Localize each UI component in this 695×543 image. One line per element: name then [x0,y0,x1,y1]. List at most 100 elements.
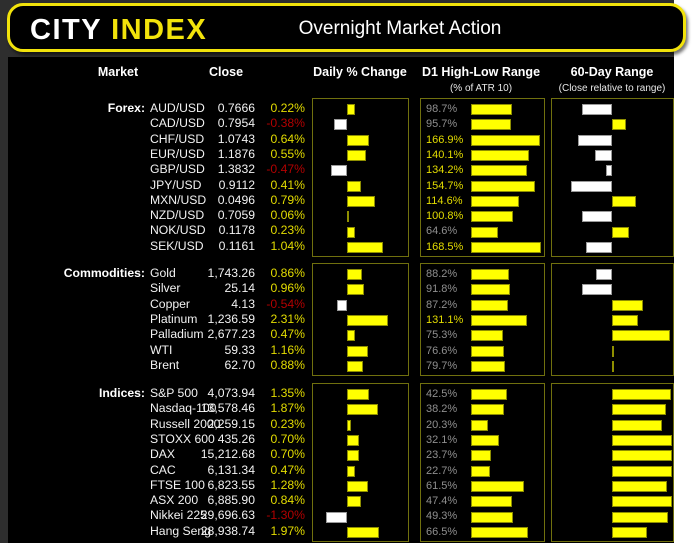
sixty-day-range-bar [612,465,672,477]
market-name: S&P 500 [150,386,198,400]
d1-range-bar [471,345,504,357]
market-name: CAD/USD [150,116,205,131]
close-value: 15,212.68 [200,447,255,462]
daily-change-bar [347,330,356,342]
daily-change-value: 1.16% [270,342,305,357]
market-name: Platinum [150,311,198,326]
d1-range-value: 91.8% [426,283,458,296]
column-header-60day-range: 60-Day Range [570,65,654,79]
sixty-day-range-bar [612,330,670,342]
sixty-day-range-bar [612,450,672,462]
sixty-day-range-bar [596,269,612,281]
daily-change-chart-box [312,263,409,377]
table-row: Nasdaq-100 13,578.46 1.87% [8,401,318,416]
daily-change-value: 1.04% [270,238,305,253]
daily-change-value: 0.96% [270,281,305,296]
d1-range-bar [471,450,492,462]
daily-change-bar [325,511,347,523]
d1-range-bar [471,419,489,431]
market-name: FTSE 100 [150,477,205,492]
d1-range-value: 95.7% [426,118,458,131]
sixty-day-range-chart-box [551,383,674,542]
close-value: 28,938.74 [200,523,255,538]
sixty-day-range-bar [612,360,615,372]
daily-change-bar [347,150,367,162]
d1-range-value: 32.1% [426,433,458,446]
sixty-day-range-bar [595,150,612,162]
close-value: 1,743.26 [207,266,255,280]
close-value: 6,131.34 [207,462,255,477]
daily-change-bar [347,104,355,116]
d1-range-bar [471,104,513,116]
section-label: Indices: [98,386,145,400]
close-value: 1,236.59 [207,311,255,326]
daily-change-value: -1.30% [266,508,305,523]
market-name: ASX 200 [150,493,199,508]
section-label: Forex: [107,101,145,115]
d1-range-value: 114.6% [426,194,463,207]
daily-change-bar [347,526,380,538]
daily-change-value: 0.23% [270,223,305,238]
d1-range-bar [471,511,514,523]
d1-range-value: 140.1% [426,148,464,161]
d1-range-value: 131.1% [426,313,464,326]
d1-range-chart-box: 88.2% 91.8% 87.2% 131.1% 75.3% 76.6% 79.7% [420,263,545,377]
d1-range-bar [471,269,509,281]
market-name: AUD/USD [150,101,205,115]
market-name: Brent [150,357,180,372]
close-value: 0.7059 [217,208,255,223]
close-value: 4,073.94 [207,386,255,400]
table-row: ASX 200 6,885.90 0.84% [8,493,318,508]
close-value: 0.1178 [218,223,255,238]
table-row: MXN/USD 0.0496 0.79% [8,193,318,208]
table-row: DAX 15,212.68 0.70% [8,447,318,462]
close-value: 2,259.15 [207,416,255,431]
daily-change-bar [347,315,389,327]
close-value: 0.7954 [217,116,255,131]
daily-change-value: 0.70% [270,447,305,462]
sixty-day-range-bar [612,526,647,538]
table-row: Indices: S&P 500 4,073.94 1.35% [8,386,318,401]
daily-change-value: 0.06% [270,208,305,223]
table-row: Copper 4.13 -0.54% [8,297,318,312]
d1-range-bar [471,195,519,207]
d1-range-value: 87.2% [426,298,458,311]
daily-change-value: 0.86% [270,266,305,280]
column-subheader-close-relative: (Close relative to range) [558,83,666,94]
city-index-logo: CITY INDEX [30,14,207,47]
table-row: NZD/USD 0.7059 0.06% [8,208,318,223]
sixty-day-range-bar [612,496,672,508]
d1-range-value: 47.4% [426,495,458,508]
daily-change-bar [337,299,347,311]
daily-change-value: 0.47% [270,327,305,342]
close-value: 6,885.90 [207,493,255,508]
table-row: Hang Seng 28,938.74 1.97% [8,524,318,539]
d1-range-value: 88.2% [426,268,458,280]
daily-change-value: 0.64% [270,131,305,146]
daily-change-bar [347,404,378,416]
table-row: Silver 25.14 0.96% [8,281,318,296]
daily-change-value: 0.41% [270,177,305,192]
sixty-day-range-bar [612,345,615,357]
d1-range-value: 154.7% [426,179,464,192]
daily-change-value: 1.87% [270,401,305,416]
d1-range-value: 98.7% [426,103,458,115]
d1-range-value: 38.2% [426,403,458,416]
daily-change-bar [347,345,368,357]
daily-change-value: 0.23% [270,416,305,431]
daily-change-value: 0.55% [270,146,305,161]
daily-change-bar [347,465,355,477]
daily-change-chart-box [312,383,409,542]
market-name: CHF/USD [150,131,205,146]
close-value: 6,823.55 [207,477,255,492]
d1-range-value: 168.5% [426,240,464,253]
sixty-day-range-bar [612,511,669,523]
market-name: Hang Seng [150,523,211,538]
sixty-day-range-bar [612,435,672,447]
d1-range-value: 49.3% [426,510,458,523]
market-name: WTI [150,342,173,357]
daily-change-value: 2.31% [270,311,305,326]
daily-change-bar [347,211,350,223]
d1-range-value: 64.6% [426,225,458,238]
